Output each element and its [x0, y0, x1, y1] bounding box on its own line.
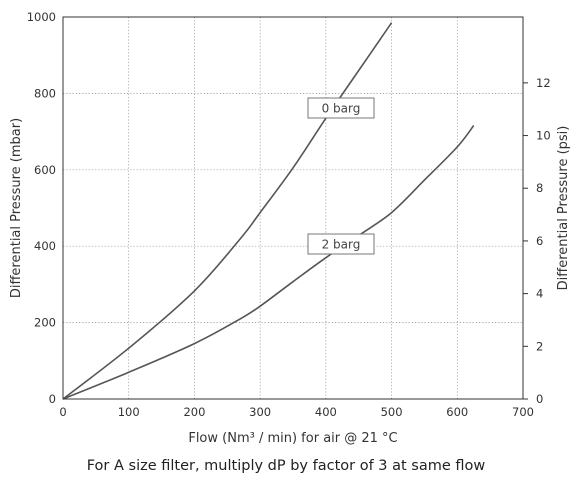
x-tick-label: 700 [512, 405, 534, 419]
x-tick-label: 100 [118, 405, 140, 419]
ticks-layer: 0 100 200 300 400 500 600 700020040060080010000… [27, 10, 551, 419]
y2-tick-label: 6 [536, 234, 543, 248]
callout-label: 2 barg [322, 238, 361, 252]
callout-box [307, 97, 375, 119]
y2-tick-label: 12 [536, 76, 551, 90]
x-axis-title: Flow (Nm³ / min) for air @ 21 °C [188, 431, 397, 446]
series-line-0-barg [62, 22, 393, 400]
callout-box [307, 233, 375, 255]
callout-2-barg: 2 barg [307, 233, 375, 255]
y-tick-label: 0 [49, 392, 56, 406]
y-tick-label: 400 [34, 239, 56, 253]
x-tick-label: 0 [59, 405, 66, 419]
curves-layer [62, 22, 475, 400]
x-tick-label: 600 [446, 405, 468, 419]
callout-label: 0 barg [322, 102, 361, 116]
plot-frame [62, 16, 524, 400]
y-tick-label: 800 [34, 86, 56, 100]
y2-axis-title: Differential Pressure (psi) [556, 126, 571, 291]
x-tick-label: 400 [315, 405, 337, 419]
callout-0-barg: 0 barg [307, 97, 375, 119]
x-tick-label: 500 [381, 405, 403, 419]
footnote: For A size filter, multiply dP by factor… [86, 458, 486, 474]
y2-tick-label: 4 [536, 287, 543, 301]
y-axis-title: Differential Pressure (mbar) [9, 118, 24, 298]
x-tick-label: 200 [183, 405, 205, 419]
y2-tick-label: 2 [536, 339, 543, 353]
y-tick-label: 600 [34, 163, 56, 177]
y2-tick-label: 0 [536, 392, 543, 406]
series-line-2-barg [62, 125, 475, 400]
y2-tick-label: 10 [536, 129, 551, 143]
y-tick-label: 1000 [27, 10, 56, 24]
y-tick-label: 200 [34, 316, 56, 330]
grid-layer [63, 17, 523, 399]
x-tick-label: 300 [249, 405, 271, 419]
callouts-layer: 0 barg 2 barg [307, 97, 375, 255]
y2-tick-label: 8 [536, 181, 543, 195]
